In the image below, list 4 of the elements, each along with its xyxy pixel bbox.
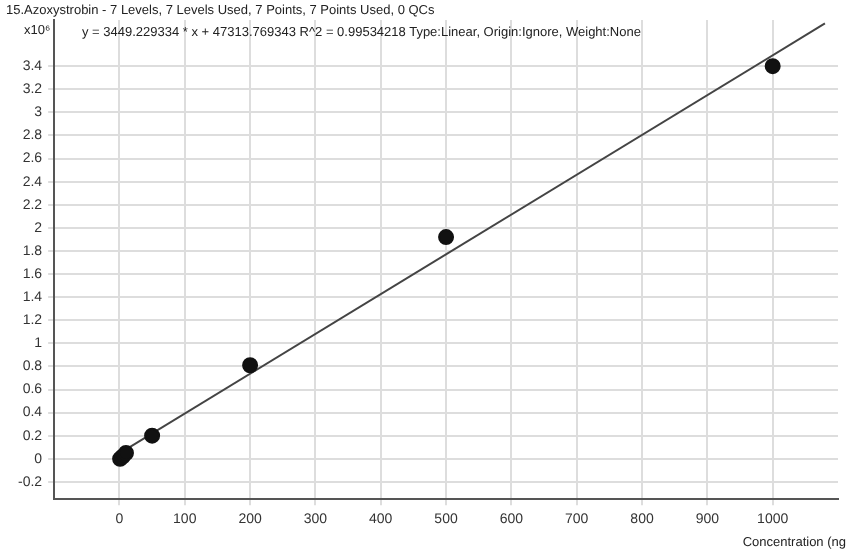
point <box>438 229 455 246</box>
point <box>242 357 259 374</box>
point <box>144 427 161 444</box>
point <box>764 58 781 75</box>
